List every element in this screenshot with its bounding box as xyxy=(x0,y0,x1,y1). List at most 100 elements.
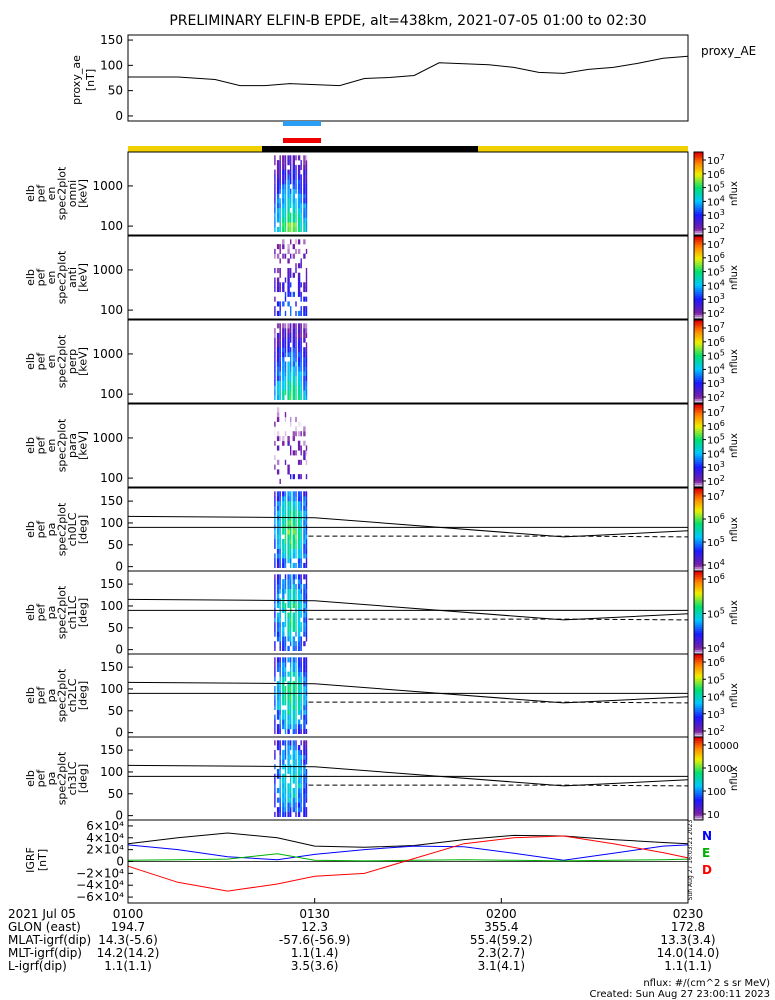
spectrogram-cell xyxy=(297,198,301,204)
spectrogram-cell xyxy=(274,783,276,789)
spectrogram-cell xyxy=(300,740,302,746)
spectrogram-cell xyxy=(290,193,292,199)
spectrogram-ylabel-line: elb xyxy=(24,521,37,538)
spectrogram-cell xyxy=(297,622,301,628)
spectrogram-cell xyxy=(290,174,292,180)
spectrogram-cell xyxy=(282,328,285,334)
spectrogram-cell xyxy=(282,500,285,506)
spectrogram-cell xyxy=(297,686,301,692)
spectrogram-cell xyxy=(282,558,285,564)
spectrogram-cell xyxy=(290,636,292,642)
spectrogram-frame xyxy=(127,736,689,821)
spectrogram-cell xyxy=(290,520,292,526)
spectrogram-cell xyxy=(305,612,308,618)
spectrogram-ylabel-line: pef xyxy=(35,520,48,539)
colorbar-segment xyxy=(694,424,703,428)
ytick-label: 1000 xyxy=(92,347,123,361)
footer-value: 0100 xyxy=(113,907,144,921)
spectrogram-cell xyxy=(290,356,292,362)
spectrogram-cell xyxy=(305,188,308,194)
spectrogram-cell xyxy=(290,641,292,647)
colorbar-segment xyxy=(694,420,703,424)
colorbar-segment xyxy=(694,342,703,346)
spectrogram-cell xyxy=(274,631,276,637)
spectrogram-cell xyxy=(297,174,301,180)
spectrogram-cell xyxy=(292,641,295,647)
colorbar-segment xyxy=(694,480,703,484)
spectrogram-cell xyxy=(292,714,295,720)
spectrogram-cell xyxy=(279,562,281,568)
colorbar-segment xyxy=(694,310,703,314)
spectrogram-cell xyxy=(295,184,297,190)
spectrogram-cell xyxy=(274,579,276,585)
spectrogram-cell xyxy=(274,622,276,628)
spectrogram-cell xyxy=(292,612,295,618)
spectrogram-cell xyxy=(284,253,287,259)
spectrogram-cell xyxy=(297,332,301,338)
spectrogram-cell xyxy=(276,788,280,794)
spectrogram-cell xyxy=(292,361,295,367)
spectrogram-cell xyxy=(282,207,285,213)
spectrogram-cell xyxy=(300,662,302,668)
spectrogram-cell xyxy=(295,491,297,497)
spectrogram-cell xyxy=(295,375,297,381)
spectrogram-cell xyxy=(279,662,281,668)
colorbar-tick-label: 106 xyxy=(707,572,725,586)
colorbar-label: nflux xyxy=(729,181,740,206)
colorbar-segment xyxy=(694,230,703,234)
spectrogram-cell xyxy=(284,412,287,418)
colorbar-segment xyxy=(694,697,703,701)
spectrogram-cell xyxy=(300,337,302,343)
spectrogram-cell xyxy=(279,783,281,789)
colorbar-segment xyxy=(694,510,703,514)
spectrogram-cell xyxy=(279,198,281,204)
colorbar-segment xyxy=(694,678,703,682)
colorbar-segment xyxy=(694,224,703,228)
colorbar-segment xyxy=(694,460,703,463)
spectrogram-cell xyxy=(303,724,306,730)
colorbar-segment xyxy=(694,519,703,522)
colorbar-segment xyxy=(694,273,703,276)
colorbar-frame xyxy=(693,235,704,320)
colorbar-segment xyxy=(694,587,703,591)
colorbar-segment xyxy=(694,390,703,394)
spectrogram-cell xyxy=(295,203,297,209)
spectrogram-cell xyxy=(292,645,295,651)
spectrogram-cell xyxy=(276,745,280,751)
colorbar-tick-label: 104 xyxy=(707,558,725,572)
spectrogram-cell xyxy=(284,745,287,751)
colorbar-segment xyxy=(694,226,703,230)
ytick-label: 100 xyxy=(100,219,123,233)
spectrogram-cell xyxy=(290,558,292,564)
spectrogram-cell xyxy=(279,244,281,250)
spectrogram-cell xyxy=(284,797,287,803)
spectrogram-cell xyxy=(274,534,276,540)
colorbar-segment xyxy=(694,743,703,746)
ytick-label: 1000 xyxy=(92,179,123,193)
colorbar-segment xyxy=(694,275,703,278)
spectrogram-cell xyxy=(300,342,302,348)
spectrogram-cell xyxy=(305,534,308,540)
spectrogram-cell xyxy=(292,174,295,180)
colorbar-segment xyxy=(694,633,703,636)
colorbar-segment xyxy=(694,256,703,260)
spectrogram-cell xyxy=(300,328,302,334)
spectrogram-cell xyxy=(303,450,306,456)
spectrogram-cell xyxy=(295,248,297,254)
spectrogram-cell xyxy=(295,745,297,751)
footer-value: 0200 xyxy=(486,907,517,921)
colorbar-segment xyxy=(694,548,703,551)
spectrogram-cell xyxy=(287,352,290,358)
ytick-label: 0 xyxy=(115,809,123,823)
spectrogram-cell xyxy=(292,347,295,353)
spectrogram-cell xyxy=(292,217,295,223)
spectrogram-cell xyxy=(274,352,276,358)
colorbar-segment xyxy=(694,761,703,765)
footer-row-label: MLT-igrf(dip) xyxy=(8,946,82,960)
spectrogram-cell xyxy=(292,371,295,377)
colorbar-segment xyxy=(694,238,703,241)
spectrogram-cell xyxy=(282,385,285,391)
ytick-label: 1000 xyxy=(92,431,123,445)
spectrogram-cell xyxy=(300,724,302,730)
spectrogram-cell xyxy=(279,603,281,609)
